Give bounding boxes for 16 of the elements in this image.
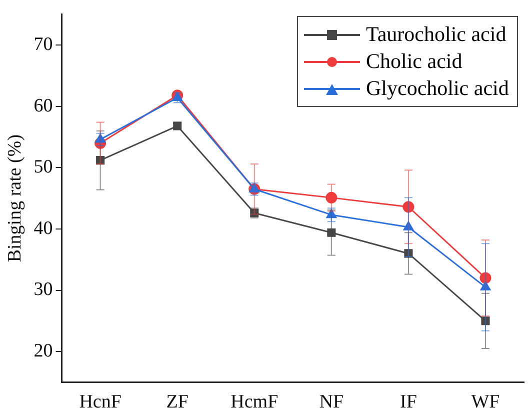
y-tick-label: 50 xyxy=(34,156,53,178)
y-axis-title: Binging rate (%) xyxy=(4,134,26,262)
x-tick-label: IF xyxy=(400,392,417,413)
y-tick-label: 30 xyxy=(34,279,53,300)
legend-label: Glycocholic acid xyxy=(366,75,509,102)
x-tick-label: HcnF xyxy=(79,392,122,413)
y-tick-label: 40 xyxy=(34,218,53,239)
y-tick-label: 20 xyxy=(34,340,53,362)
x-tick-label: WF xyxy=(471,392,500,413)
x-tick-label: HcmF xyxy=(230,392,278,413)
y-tick-label: 60 xyxy=(34,95,53,116)
legend-label: Taurocholic acid xyxy=(366,21,506,48)
legend-label: Cholic acid xyxy=(366,48,462,76)
y-tick-label: 70 xyxy=(34,34,53,56)
x-tick-label: NF xyxy=(319,392,344,413)
x-tick-label: ZF xyxy=(166,392,188,413)
